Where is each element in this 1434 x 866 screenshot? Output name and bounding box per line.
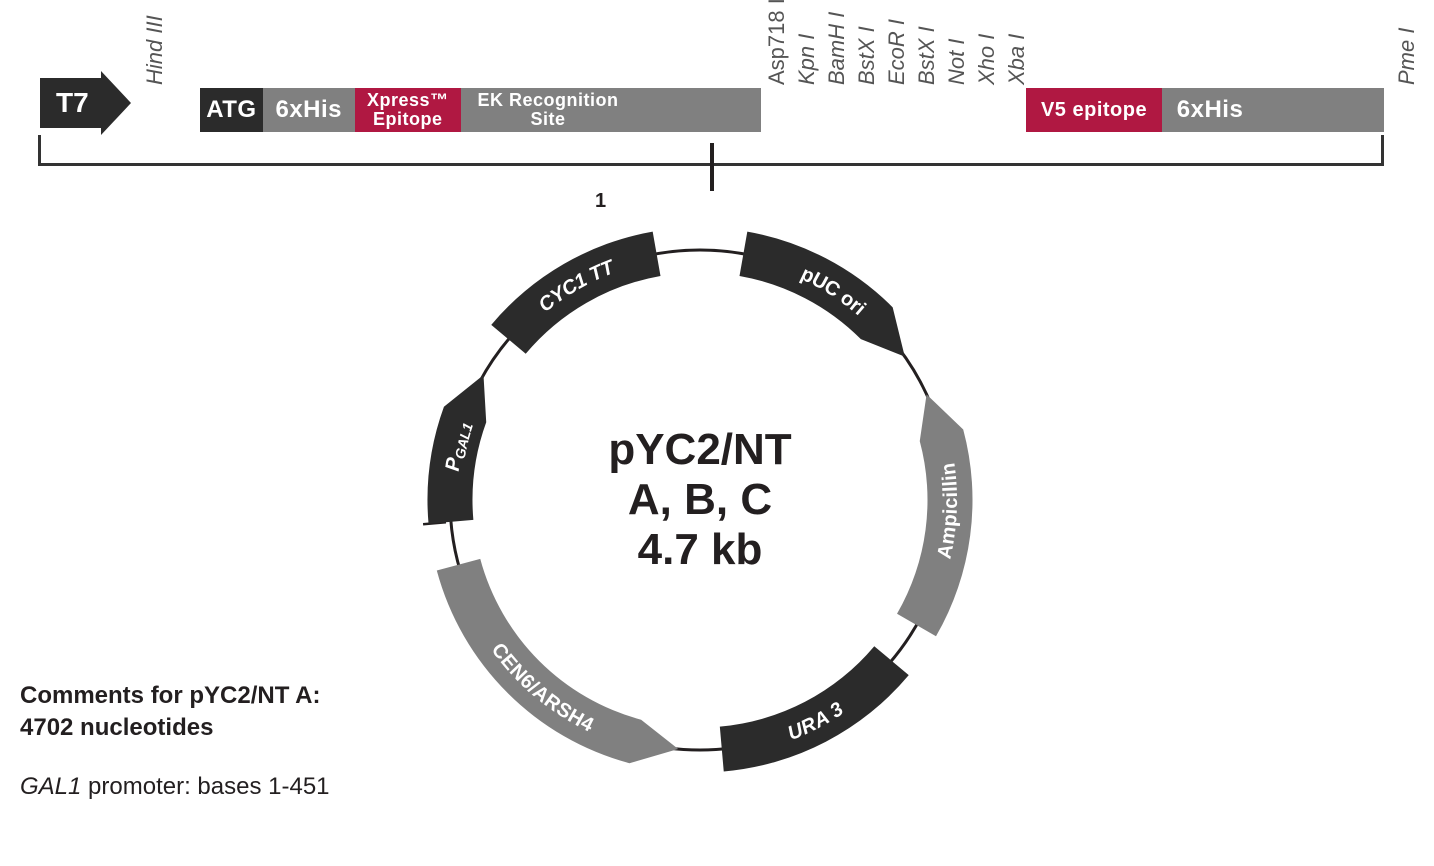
comments-block: Comments for pYC2/NT A: 4702 nucleotides… [20, 680, 330, 801]
restriction-site-label: Not I [944, 39, 970, 85]
cassette-block: Xpress™ Epitope [355, 88, 461, 132]
plasmid-name: pYC2/NT [608, 425, 791, 475]
restriction-site-label: BstX I [914, 26, 940, 85]
gal1-italic: GAL1 [20, 773, 81, 800]
cassette-block [1258, 88, 1384, 132]
cassette-block: EK Recognition Site [461, 88, 635, 132]
cassette-block: ATG [200, 88, 263, 132]
expression-cassette: ATG6xHisXpress™ EpitopeEK Recognition Si… [200, 88, 1384, 132]
restriction-site-label: Kpn I [794, 34, 820, 85]
cassette-block: V5 epitope [1026, 88, 1161, 132]
restriction-site-label: Hind III [142, 15, 168, 85]
plasmid-map: PGAL1CYC1 TTpUC oriAmpicillinURA 3CEN6/A… [360, 160, 1040, 840]
gal1-rest: promoter: bases 1-451 [81, 773, 329, 800]
comments-title-2: 4702 nucleotides [20, 712, 330, 744]
cassette-block [635, 88, 761, 132]
cassette-block [761, 88, 1027, 132]
position-1-marker: 1 [595, 190, 606, 213]
linear-cassette-region: T7 Hind IIIAsp718 IKpn IBamH IBstX IEcoR… [20, 20, 1414, 165]
t7-label: T7 [40, 78, 101, 128]
restriction-site-label: BamH I [824, 12, 850, 85]
restriction-site-label: BstX I [854, 26, 880, 85]
t7-arrowhead [101, 71, 131, 135]
plasmid-feature [720, 646, 909, 771]
comments-line-1: GAL1 promoter: bases 1-451 [20, 773, 330, 801]
plasmid-size: 4.7 kb [608, 525, 791, 575]
t7-promoter-arrow: T7 [40, 78, 131, 128]
plasmid-feature [437, 559, 678, 763]
plasmid-center-text: pYC2/NT A, B, C 4.7 kb [608, 425, 791, 575]
restriction-site-label: Xba I [1004, 34, 1030, 85]
restriction-site-label: Pme I [1394, 28, 1420, 85]
cassette-block: 6xHis [1162, 88, 1259, 132]
restriction-site-label: EcoR I [884, 19, 910, 85]
comments-title-1: Comments for pYC2/NT A: [20, 680, 330, 712]
plasmid-variants: A, B, C [608, 475, 791, 525]
restriction-site-label: Asp718 I [764, 0, 790, 85]
restriction-site-label: Xho I [974, 34, 1000, 85]
cassette-block: 6xHis [263, 88, 355, 132]
